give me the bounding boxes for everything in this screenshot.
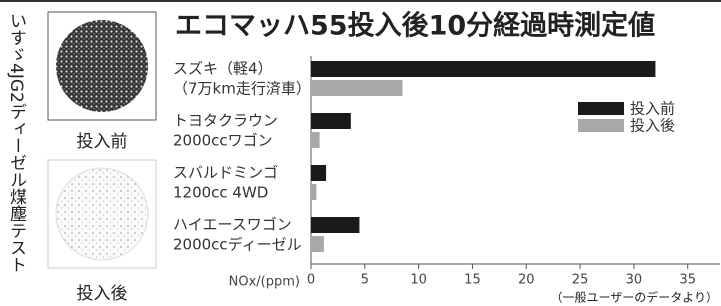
legend-label: 投入後 [630, 117, 675, 135]
page: いすゞ4JG2ディーゼル煤塵テスト 投入前 投入後 エコマッハ55投入後10分経… [0, 0, 721, 306]
x-tick-label: 25 [572, 273, 589, 288]
x-tick-label: 35 [679, 273, 696, 288]
bar [311, 61, 655, 77]
chart-title: エコマッハ55投入後10分経過時測定値 [175, 10, 655, 42]
legend-swatch [578, 119, 624, 132]
category-label: スバルドミンゴ [173, 164, 278, 182]
x-axis-label: NOx/(ppm) [229, 275, 300, 290]
bar [311, 132, 320, 148]
category-label: 1200cc 4WD [173, 184, 268, 202]
category-label: スズキ（軽4） [173, 60, 273, 78]
note: （一般ユーザーのデータより） [550, 290, 718, 305]
legend-swatch [578, 102, 624, 115]
filter-image [56, 168, 148, 260]
image-label: 投入後 [77, 284, 128, 304]
bar [311, 80, 402, 96]
x-tick-label: 5 [361, 273, 369, 288]
bar [311, 113, 351, 129]
category-label: 2000ccディーゼル [173, 236, 302, 254]
bar [311, 217, 359, 233]
legend-label: 投入前 [630, 100, 675, 118]
image-label: 投入前 [77, 132, 128, 152]
category-label: 2000ccワゴン [173, 132, 273, 150]
x-tick-label: 15 [464, 273, 481, 288]
bar [311, 184, 316, 200]
side-title: いすゞ4JG2ディーゼル煤塵テスト [6, 12, 27, 273]
category-label: ハイエースワゴン [173, 216, 292, 234]
x-tick-label: 0 [307, 273, 315, 288]
bar [311, 165, 326, 181]
x-tick-label: 30 [626, 273, 643, 288]
x-tick-label: 10 [410, 273, 427, 288]
filter-image [56, 20, 148, 112]
bar [311, 236, 324, 252]
category-label: トヨタクラウン [173, 112, 278, 130]
category-label: （7万km走行済車） [173, 80, 311, 98]
x-tick-label: 20 [518, 273, 535, 288]
